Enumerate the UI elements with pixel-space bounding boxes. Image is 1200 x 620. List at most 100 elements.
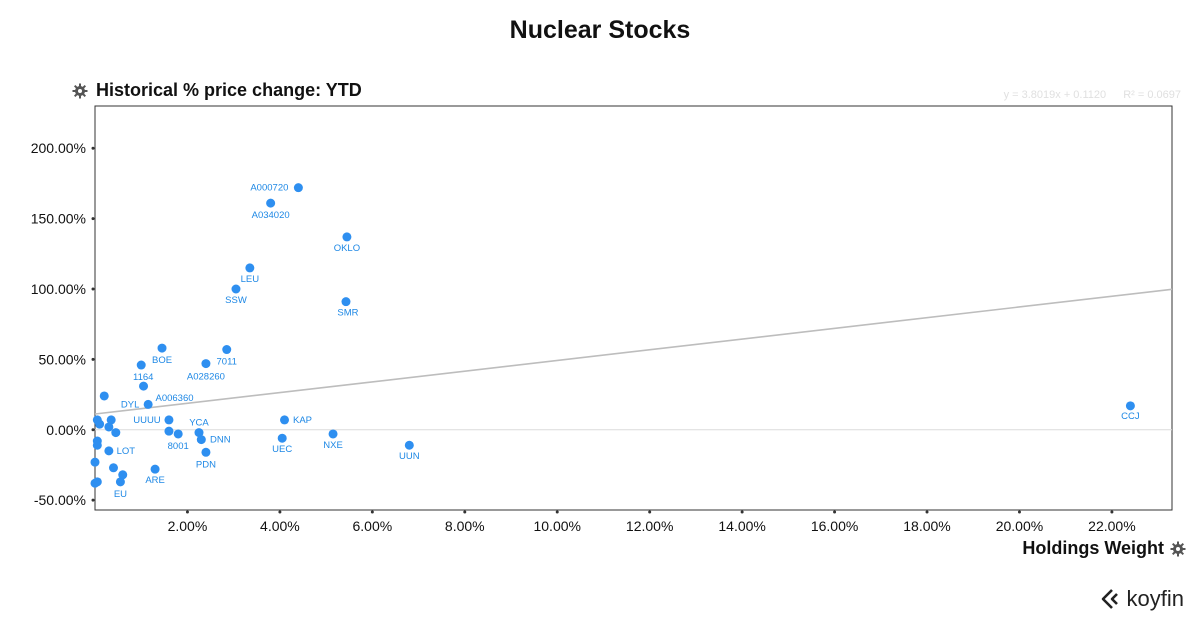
data-point-label: 8001 <box>168 441 189 452</box>
data-point <box>139 381 149 391</box>
data-point-label: DNN <box>210 435 231 446</box>
data-point <box>194 428 204 438</box>
plot-frame <box>94 105 1173 511</box>
data-point <box>104 422 114 432</box>
x-tick-label: 4.00% <box>260 518 300 534</box>
data-point <box>95 419 105 429</box>
data-point-label: DYL <box>121 399 139 410</box>
data-point <box>231 284 241 294</box>
data-point <box>342 232 352 242</box>
x-tick-mark <box>1110 510 1114 514</box>
data-point <box>164 426 174 436</box>
brand-name: koyfin <box>1126 586 1184 611</box>
x-tick-label: 10.00% <box>533 518 580 534</box>
trend-line <box>94 288 1173 415</box>
data-point-label: LEU <box>241 274 260 285</box>
data-point-label: 7011 <box>217 357 237 368</box>
data-point <box>111 428 121 438</box>
chart-title: Nuclear Stocks <box>509 16 691 44</box>
y-tick-label: 100.00% <box>31 281 86 297</box>
y-tick-mark <box>91 428 95 432</box>
x-tick-mark <box>648 510 652 514</box>
x-tick-label: 22.00% <box>1088 518 1135 534</box>
y-tick-label: 200.00% <box>31 140 86 156</box>
data-point <box>92 440 102 450</box>
data-point <box>106 415 116 425</box>
y-axis-label: Historical % price change: YTD <box>96 80 362 100</box>
data-point-label: KAP <box>293 415 312 426</box>
data-point-label: SMR <box>337 308 358 319</box>
regression-info: y = 3.8019x + 0.1120 R² = 0.0697 <box>990 89 1181 101</box>
y-axis-header: Historical % price change: YTD <box>72 80 362 101</box>
data-point <box>90 478 100 488</box>
x-tick-label: 20.00% <box>996 518 1043 534</box>
x-axis-label: Holdings Weight <box>1022 538 1164 558</box>
y-tick-label: -50.00% <box>34 492 86 508</box>
y-axis-gear-icon[interactable] <box>72 83 88 99</box>
koyfin-logo-icon <box>1101 589 1118 609</box>
x-axis-gear-icon[interactable] <box>1170 541 1186 557</box>
data-point <box>222 345 232 355</box>
x-tick-mark <box>740 510 744 514</box>
regression-equation: y = 3.8019x + 0.1120 <box>1003 89 1107 101</box>
data-point-label: OKLO <box>334 243 360 254</box>
y-tick-mark <box>91 498 95 502</box>
data-point-label: A028260 <box>187 372 225 383</box>
data-point <box>341 297 351 307</box>
x-tick-label: 18.00% <box>903 518 950 534</box>
data-point-label: CCJ <box>1121 411 1140 422</box>
data-point <box>266 198 276 208</box>
data-point <box>277 433 287 443</box>
x-tick-label: 6.00% <box>352 518 392 534</box>
x-tick-label: 14.00% <box>718 518 765 534</box>
data-point <box>143 399 153 409</box>
data-point-label: UUN <box>399 451 420 462</box>
data-point <box>173 429 183 439</box>
data-point <box>201 359 211 369</box>
data-point-label: YCA <box>189 418 209 429</box>
data-point <box>150 464 160 474</box>
data-point <box>164 415 174 425</box>
y-tick-mark <box>91 287 95 291</box>
data-point <box>404 440 414 450</box>
brand-logo: koyfin <box>1101 586 1184 612</box>
data-point-label: BOE <box>152 355 172 366</box>
data-point <box>118 470 128 480</box>
x-tick-mark <box>555 510 559 514</box>
data-point <box>293 183 303 193</box>
data-point <box>328 429 338 439</box>
y-tick-label: 0.00% <box>46 422 86 438</box>
x-tick-mark <box>185 510 189 514</box>
regression-r2: R² = 0.0697 <box>1123 89 1181 101</box>
data-point <box>157 343 167 353</box>
data-point-label: A034020 <box>252 210 290 221</box>
data-point <box>99 391 109 401</box>
x-tick-mark <box>1017 510 1021 514</box>
data-point-label: 1164 <box>133 372 153 383</box>
x-tick-mark <box>370 510 374 514</box>
data-point-label: LOT <box>117 446 136 457</box>
y-tick-mark <box>91 357 95 361</box>
data-point-label: ARE <box>145 475 165 486</box>
y-tick-mark <box>91 146 95 150</box>
data-point-label: NXE <box>323 440 343 451</box>
x-tick-mark <box>463 510 467 514</box>
data-point <box>201 447 211 457</box>
data-point <box>245 263 255 273</box>
x-axis-header: Holdings Weight <box>1022 538 1186 559</box>
data-point <box>90 457 100 467</box>
data-point-label: PDN <box>196 459 216 470</box>
data-point-label: SSW <box>225 295 247 306</box>
x-tick-label: 2.00% <box>168 518 208 534</box>
data-point <box>108 463 118 473</box>
x-tick-mark <box>278 510 282 514</box>
data-point <box>280 415 290 425</box>
x-tick-mark <box>833 510 837 514</box>
x-tick-mark <box>925 510 929 514</box>
x-tick-label: 16.00% <box>811 518 858 534</box>
x-tick-label: 8.00% <box>445 518 485 534</box>
data-point-label: A000720 <box>250 183 288 194</box>
x-tick-label: 12.00% <box>626 518 673 534</box>
data-point <box>136 360 146 370</box>
